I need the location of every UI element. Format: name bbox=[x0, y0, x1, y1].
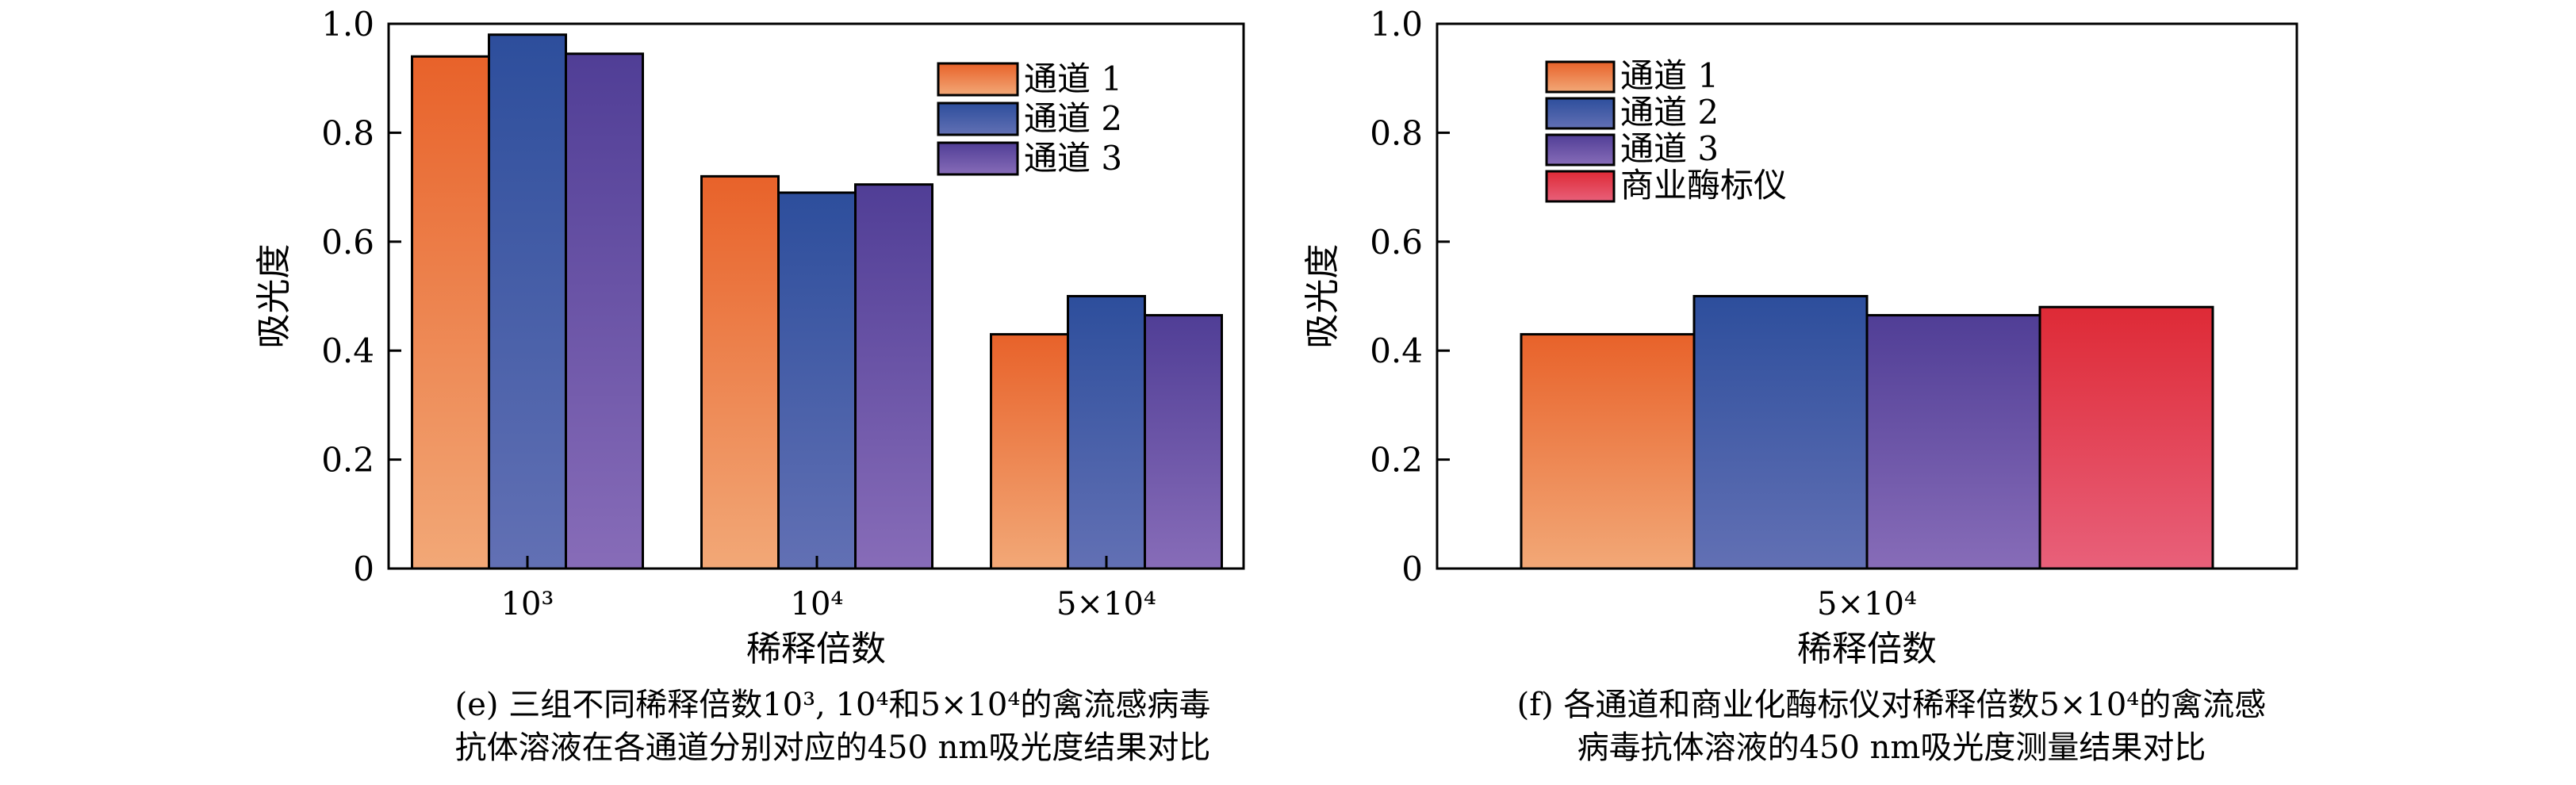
legend-swatch-f-2 bbox=[1545, 97, 1616, 130]
ytick-label-e-5: 1.0 bbox=[321, 5, 374, 44]
ytick-label-f-5: 1.0 bbox=[1370, 5, 1423, 44]
legend-label-e-2: 通道 2 bbox=[1024, 99, 1122, 138]
bar-e-2-2 bbox=[777, 191, 857, 570]
bar-f-1-1 bbox=[1520, 333, 1696, 570]
ytick-label-e-4: 0.8 bbox=[321, 113, 374, 152]
caption-f: (f) 各通道和商业化酶标仪对稀释倍数5×10⁴的禽流感 病毒抗体溶液的450 … bbox=[1364, 684, 2419, 769]
xlabel-e: 稀释倍数 bbox=[746, 629, 886, 669]
bar-e-1-2 bbox=[488, 33, 567, 570]
legend-swatch-e-2 bbox=[937, 101, 1019, 136]
bar-e-3-3 bbox=[1144, 314, 1223, 570]
ytick-label-f-1: 0.2 bbox=[1370, 441, 1423, 480]
ytick-label-f-4: 0.8 bbox=[1370, 113, 1423, 152]
legend-label-f-2: 通道 2 bbox=[1620, 93, 1719, 132]
legend-label-f-3: 通道 3 bbox=[1620, 129, 1719, 168]
ytick-label-e-3: 0.6 bbox=[321, 223, 374, 262]
bar-e-2-1 bbox=[700, 174, 780, 570]
legend-label-e-1: 通道 1 bbox=[1024, 59, 1122, 98]
bar-e-1-3 bbox=[565, 52, 644, 570]
xtick-label-e-2: 5×10⁴ bbox=[1056, 586, 1156, 622]
caption-e-line1: (e) 三组不同稀释倍数10³, 10⁴和5×10⁴的禽流感病毒 bbox=[454, 687, 1211, 723]
legend-label-f-4: 商业酶标仪 bbox=[1620, 166, 1787, 205]
bar-e-1-1 bbox=[411, 55, 490, 570]
caption-e: (e) 三组不同稀释倍数10³, 10⁴和5×10⁴的禽流感病毒 抗体溶液在各通… bbox=[301, 684, 1364, 769]
bar-f-1-3 bbox=[1865, 314, 2041, 570]
bar-e-3-2 bbox=[1067, 295, 1146, 570]
xtick-label-e-1: 10⁴ bbox=[791, 586, 844, 622]
xtick-label-e-0: 10³ bbox=[501, 586, 554, 622]
chart-f: 0 0.2 0.4 0.6 0.8 1.0 5×10⁴ 稀释倍数 吸光度 通道 1通道 2通道 3… bbox=[1302, 5, 2298, 669]
bar-f-1-2 bbox=[1692, 295, 1869, 570]
caption-f-line1: (f) 各通道和商业化酶标仪对稀释倍数5×10⁴的禽流感 bbox=[1516, 687, 2267, 723]
ylabel-e: 吸光度 bbox=[254, 244, 294, 349]
ytick-label-e-1: 0.2 bbox=[321, 441, 374, 480]
xlabel-f: 稀释倍数 bbox=[1797, 629, 1937, 669]
legend-swatch-f-4 bbox=[1545, 170, 1616, 203]
xtick-label-f-0: 5×10⁴ bbox=[1817, 586, 1917, 622]
ytick-label-f-2: 0.4 bbox=[1370, 331, 1423, 370]
legend-swatch-e-1 bbox=[937, 62, 1019, 97]
ytick-label-f-3: 0.6 bbox=[1370, 223, 1423, 262]
bar-e-3-1 bbox=[990, 333, 1069, 570]
ylabel-f: 吸光度 bbox=[1302, 244, 1343, 349]
caption-e-line2: 抗体溶液在各通道分别对应的450 nm吸光度结果对比 bbox=[454, 729, 1211, 766]
ytick-label-e-0: 0 bbox=[353, 550, 374, 588]
legend-label-f-1: 通道 1 bbox=[1620, 56, 1719, 95]
ytick-label-f-0: 0 bbox=[1401, 550, 1423, 588]
caption-f-line2: 病毒抗体溶液的450 nm吸光度测量结果对比 bbox=[1577, 729, 2206, 766]
legend-label-e-3: 通道 3 bbox=[1024, 139, 1122, 178]
ytick-label-e-2: 0.4 bbox=[321, 331, 374, 370]
bar-e-2-3 bbox=[854, 183, 933, 570]
legend-swatch-f-3 bbox=[1545, 133, 1616, 167]
legend-swatch-f-1 bbox=[1545, 60, 1616, 94]
bar-f-1-4 bbox=[2038, 305, 2214, 570]
legend-swatch-e-3 bbox=[937, 141, 1019, 176]
